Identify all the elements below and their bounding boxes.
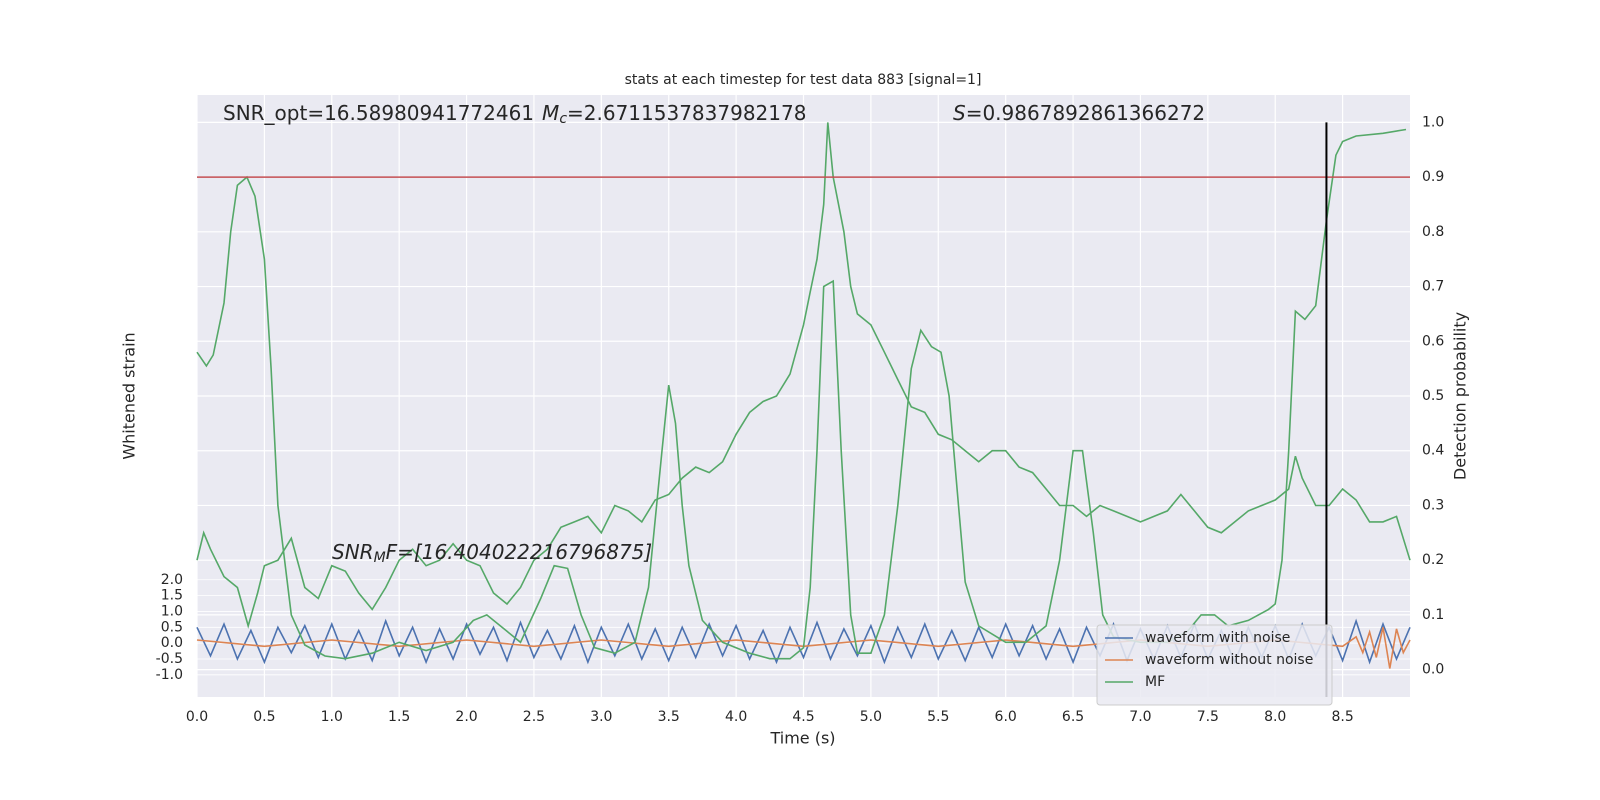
- x-axis-label: Time (s): [769, 729, 835, 748]
- y2-tick-label: 0.4: [1422, 443, 1444, 459]
- x-tick-label: 7.0: [1129, 709, 1151, 725]
- annotation: SNR_opt=16.58980941772461 Mc=2.6711537837…: [223, 101, 806, 128]
- annotation-part: SNR: [332, 540, 374, 564]
- x-tick-label: 4.0: [725, 709, 747, 725]
- annotation-part: SNR_opt=16.58980941772461: [223, 101, 534, 125]
- y2-tick-label: 0.8: [1422, 224, 1444, 240]
- x-tick-label: 7.5: [1197, 709, 1219, 725]
- annotation: S=0.9867892861366272: [953, 101, 1205, 125]
- series-line: [196, 627, 1411, 669]
- annotation-part: =0.9867892861366272: [966, 101, 1205, 125]
- annotation-part: F=[16.404022216796875]: [386, 540, 653, 564]
- y-tick-label: -1.0: [156, 667, 183, 683]
- y2-tick-label: 0.1: [1422, 607, 1444, 623]
- series-line: [196, 122, 1411, 629]
- y2-tick-label: 0.9: [1422, 169, 1444, 185]
- y-tick-label: 1.0: [161, 603, 183, 619]
- x-tick-label: 1.5: [388, 709, 410, 725]
- y2-tick-label: 0.5: [1422, 388, 1444, 404]
- x-tick-label: 6.0: [995, 709, 1017, 725]
- annotation-part: c: [559, 111, 567, 127]
- legend-label: waveform without noise: [1145, 652, 1313, 668]
- x-tick-label: 4.5: [792, 709, 814, 725]
- y-axis-label: Whitened strain: [120, 332, 139, 459]
- x-tick-label: 1.0: [321, 709, 343, 725]
- y-tick-label: 2.0: [161, 572, 183, 588]
- y2-tick-label: 0.6: [1422, 333, 1444, 349]
- annotation-part: M: [542, 101, 559, 125]
- y2-tick-label: 0.7: [1422, 279, 1444, 295]
- y-tick-label: -0.5: [156, 651, 183, 667]
- marks: [196, 122, 1411, 697]
- y2-tick-label: 0.2: [1422, 552, 1444, 568]
- y2-tick-label: 0.0: [1422, 662, 1444, 678]
- annotation-part: M: [374, 550, 386, 566]
- x-tick-label: 0.5: [253, 709, 275, 725]
- annotation-part: =2.6711537837982178: [567, 101, 806, 125]
- y2-axis-label: Detection probability: [1451, 312, 1470, 480]
- chart-title: stats at each timestep for test data 883…: [625, 72, 982, 88]
- y-tick-label: 1.5: [161, 588, 183, 604]
- x-tick-label: 3.0: [590, 709, 612, 725]
- x-tick-label: 2.0: [455, 709, 477, 725]
- y2-tick-label: 0.3: [1422, 497, 1444, 513]
- x-tick-label: 5.0: [860, 709, 882, 725]
- x-tick-label: 6.5: [1062, 709, 1084, 725]
- x-tick-label: 2.5: [523, 709, 545, 725]
- y-tick-label: 0.5: [161, 619, 183, 635]
- annotation: SNRMF=[16.404022216796875]: [332, 540, 652, 567]
- y2-tick-label: 1.0: [1422, 114, 1444, 130]
- x-tick-label: 0.0: [186, 709, 208, 725]
- x-tick-label: 8.0: [1264, 709, 1286, 725]
- annotation-part: S: [953, 101, 966, 125]
- ticks: 0.0 0.5 1.0 1.5 2.0 2.5 3.0 3.5 4.0 4.5 5.0 5.5 6.0 6…: [156, 114, 1445, 725]
- x-tick-label: 8.5: [1331, 709, 1353, 725]
- legend: waveform with noise waveform without nois…: [1096, 624, 1333, 706]
- y-tick-label: 0.0: [161, 635, 183, 651]
- legend-label: MF: [1145, 674, 1165, 690]
- legend-label: waveform with noise: [1145, 630, 1290, 646]
- x-tick-label: 5.5: [927, 709, 949, 725]
- legend-box: [1096, 624, 1333, 706]
- x-tick-label: 3.5: [658, 709, 680, 725]
- series-line: [196, 128, 1407, 660]
